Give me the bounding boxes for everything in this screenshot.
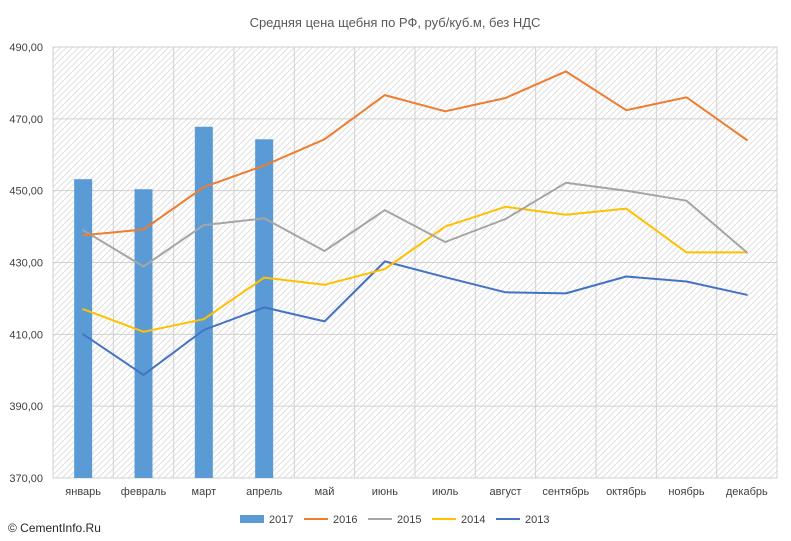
x-tick-label: февраль (121, 486, 167, 498)
x-tick-label: май (315, 486, 335, 498)
x-tick-label: март (192, 486, 217, 498)
line-2015 (82, 181, 748, 268)
grid (52, 46, 778, 479)
bar-2017 (74, 179, 93, 478)
legend-item-2014: 2014 (432, 514, 485, 526)
x-axis: январь февраль март апрель май июнь июль август… (65, 486, 768, 498)
legend-item-2017: 2017 (240, 514, 293, 526)
y-tick-label: 430,00 (9, 258, 43, 270)
x-tick-label: июнь (372, 486, 398, 498)
bar-2017 (255, 139, 274, 478)
legend-label: 2015 (397, 514, 421, 526)
chart-title: Средняя цена щебня по РФ, руб/куб.м, без… (250, 15, 541, 30)
legend-item-2013: 2013 (496, 514, 549, 526)
line-2014 (82, 205, 748, 333)
legend-label: 2016 (333, 514, 357, 526)
x-tick-label: сентябрь (542, 486, 589, 498)
x-tick-label: ноябрь (668, 486, 705, 498)
x-tick-label: январь (65, 486, 101, 498)
bar-2017 (134, 189, 153, 479)
y-tick-label: 370,00 (9, 473, 43, 485)
line-2013 (82, 260, 748, 376)
line-2016 (82, 70, 748, 237)
copyright-text: © CementInfo.Ru (8, 521, 101, 535)
x-tick-label: август (490, 486, 522, 498)
y-tick-label: 390,00 (9, 401, 43, 413)
legend-label: 2013 (525, 514, 549, 526)
legend-item-2015: 2015 (368, 514, 421, 526)
y-tick-label: 490,00 (9, 42, 43, 54)
bar-series (74, 126, 274, 479)
line-series (82, 70, 748, 376)
legend-label: 2014 (461, 514, 485, 526)
y-tick-label: 450,00 (9, 186, 43, 198)
legend-item-2016: 2016 (304, 514, 357, 526)
y-axis: 370,00 390,00 410,00 430,00 450,00 470,00 490,… (9, 42, 43, 485)
x-tick-label: декабрь (726, 486, 768, 498)
bar-2017 (194, 126, 213, 479)
plot-border (52, 46, 778, 479)
x-tick-label: октябрь (606, 486, 646, 498)
x-tick-label: июль (432, 486, 459, 498)
legend-label: 2017 (269, 514, 293, 526)
y-tick-label: 470,00 (9, 114, 43, 126)
legend: 2017 2016 2015 2014 2013 (240, 514, 549, 526)
y-tick-label: 410,00 (9, 329, 43, 341)
legend-swatch (240, 515, 264, 523)
x-tick-label: апрель (246, 486, 282, 498)
